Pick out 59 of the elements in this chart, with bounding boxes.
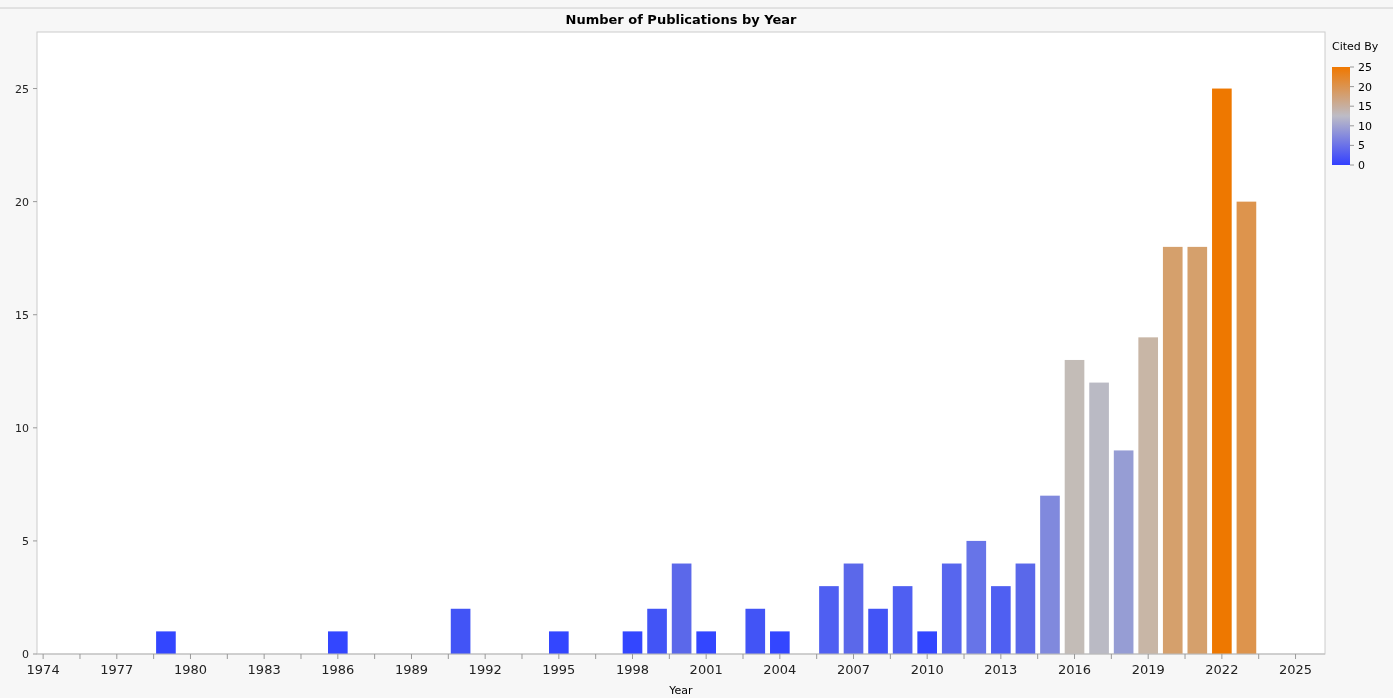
bar [917,631,937,654]
color-bar-label: 10 [1358,119,1372,133]
x-tick-label: 1986 [321,662,355,677]
x-tick-label: 2016 [1057,662,1092,677]
bar [328,631,348,654]
x-axis-title: Year [668,684,694,697]
x-tick-label: 2007 [836,662,871,677]
bar [1138,337,1159,654]
bar [843,563,864,654]
bar [622,631,643,654]
x-tick-label: 2025 [1278,662,1313,677]
bar [1015,563,1036,654]
bar [892,586,913,654]
color-bar-label: 20 [1358,80,1372,94]
color-bar-title: Cited By [1332,40,1379,53]
bar [991,586,1011,654]
x-tick-label: 2001 [689,662,723,677]
bar [671,563,692,654]
bar [1187,246,1208,654]
bar [1212,88,1232,654]
y-tick-label: 5 [22,534,29,548]
bar [966,540,987,654]
x-tick-label: 2022 [1205,662,1239,677]
bar [549,631,569,654]
bar [696,631,716,654]
chart-title: Number of Publications by Year [565,12,798,27]
y-tick-label: 10 [15,421,29,435]
color-bar-label: 15 [1358,100,1372,114]
bar [1040,495,1060,654]
bar [1236,201,1257,654]
x-tick-label: 1983 [247,662,281,677]
bar [819,586,839,654]
bar [868,608,888,654]
x-tick-label: 1992 [468,662,502,677]
bar [745,608,766,654]
bar [450,608,471,654]
bar [156,631,176,654]
color-bar-label: 5 [1358,139,1365,153]
bar [1162,246,1183,654]
x-tick-label: 2013 [984,662,1018,677]
y-tick-label: 0 [22,648,29,661]
x-tick-label: 1995 [542,662,576,677]
x-tick-label: 1998 [615,662,650,677]
bar [941,563,962,654]
x-tick-label: 2019 [1131,662,1165,677]
bar [770,631,790,654]
bar [1113,450,1134,654]
x-tick-label: 1977 [100,662,134,677]
color-bar-label: 0 [1358,159,1365,172]
x-tick-label: 1974 [26,662,60,677]
x-tick-label: 2010 [910,662,944,677]
x-tick-label: 2004 [763,662,797,677]
color-bar-label: 25 [1358,61,1372,74]
y-tick-label: 25 [15,82,29,96]
y-tick-label: 20 [15,195,29,209]
bar [647,608,667,654]
y-tick-label: 15 [15,308,29,322]
x-tick-label: 1980 [173,662,208,677]
x-tick-label: 1989 [394,662,429,677]
